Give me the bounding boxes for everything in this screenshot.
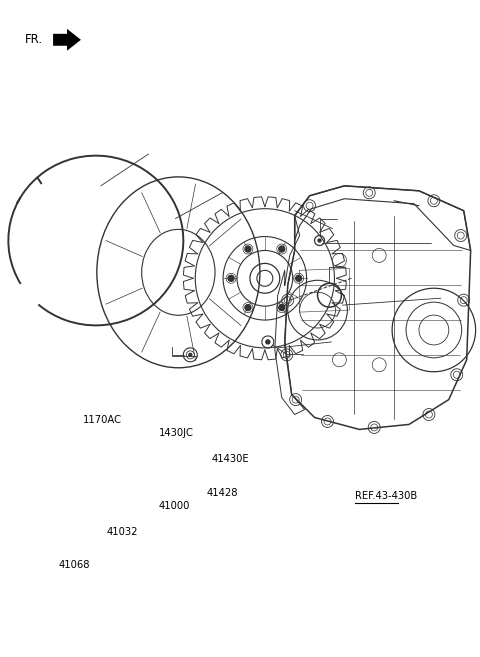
Text: 41068: 41068: [59, 560, 90, 570]
Text: 1170AC: 1170AC: [83, 415, 121, 425]
Text: 41032: 41032: [107, 528, 138, 537]
Circle shape: [189, 353, 192, 356]
Circle shape: [296, 275, 301, 281]
Polygon shape: [53, 29, 81, 51]
Circle shape: [228, 275, 234, 281]
Text: 1430JC: 1430JC: [159, 428, 194, 438]
Circle shape: [245, 246, 251, 252]
Text: 41428: 41428: [206, 488, 238, 498]
Text: 41000: 41000: [159, 501, 190, 511]
Circle shape: [245, 305, 251, 311]
Circle shape: [279, 305, 285, 311]
Text: 41430E: 41430E: [211, 454, 249, 464]
Circle shape: [279, 246, 285, 252]
Circle shape: [318, 239, 321, 242]
Text: FR.: FR.: [25, 34, 43, 46]
Circle shape: [266, 340, 270, 344]
Text: REF.43-430B: REF.43-430B: [355, 491, 417, 501]
